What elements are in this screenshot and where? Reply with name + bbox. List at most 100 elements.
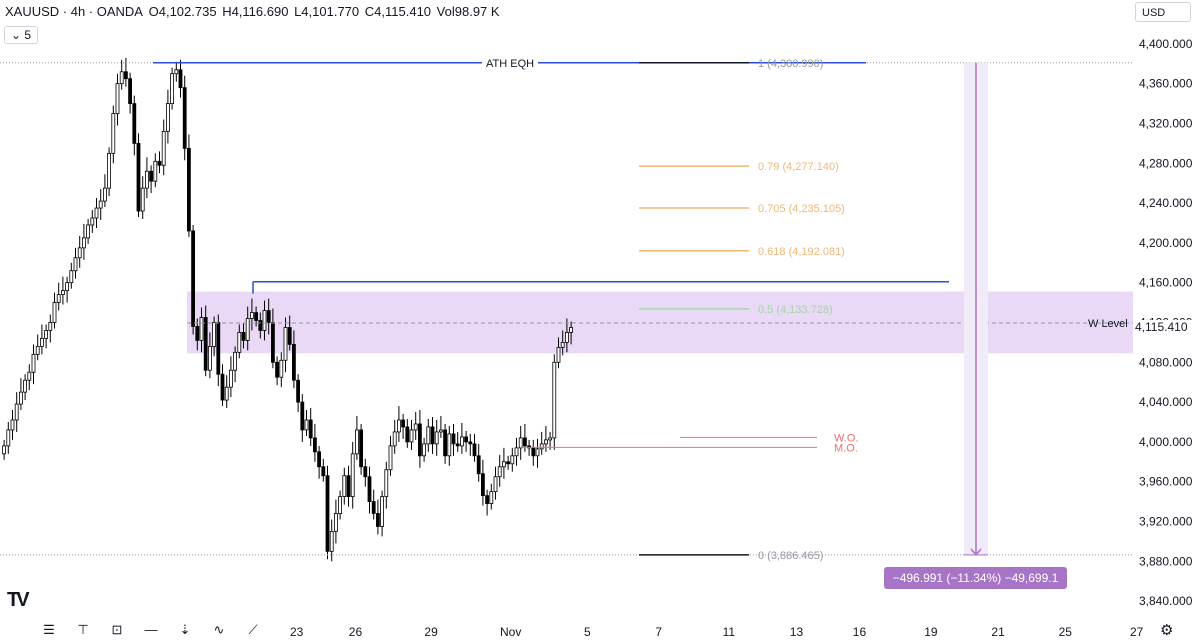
ath-eqh-label: ATH EQH [486,58,534,70]
candle-body [241,332,246,341]
candle-body [451,433,456,445]
candle-body [333,513,338,532]
indicator-toggle-button[interactable]: ⌄ 5 [4,26,39,44]
candle-body [560,341,565,348]
candle-body [363,466,368,478]
candle-body [182,87,187,149]
candle-body [203,317,208,371]
candle-body [40,338,44,347]
candle-body [476,455,481,475]
candle-body [94,207,99,219]
candle-body [178,69,183,89]
x-tick-label: 21 [991,625,1005,639]
candle-body [275,361,280,378]
candle-body [27,371,32,381]
candle-body [531,447,536,457]
drawing-toolbar: ☰ ⊤ ⊡ — ⇣ ∿ ⟋ [36,622,266,641]
candle-body [350,453,355,498]
w-level-label: W Level [1088,318,1128,330]
low-value: L4,101.770 [294,4,360,19]
candle-body [417,423,422,457]
candle-body [539,443,544,450]
arrow-tool-icon[interactable]: ⇣ [179,622,191,637]
y-tick-label: 4,040.000 [1139,395,1193,409]
candle-body [132,103,137,144]
candle-body [518,437,523,449]
line-tool-icon[interactable]: — [144,622,158,637]
candle-body [464,436,469,443]
fib-tool-icon[interactable]: ☰ [43,622,55,637]
candle-body [195,326,200,341]
chevron-down-icon: ⌄ [11,28,22,42]
path-tool-icon[interactable]: ∿ [213,622,225,637]
candle-body [325,475,330,552]
y-tick-label: 4,280.000 [1139,156,1193,170]
candle-body [245,318,250,341]
weekly-open-label: W.O. [834,432,858,444]
candle-body [258,320,263,331]
trend-tool-icon[interactable]: ⟋ [248,622,258,637]
candle-body [346,475,351,498]
candle-body [107,152,111,189]
candle-body [14,403,19,421]
candle-body [480,473,485,497]
candle-body [329,531,334,552]
y-tick-label: 4,240.000 [1139,196,1193,210]
candle-body [237,332,242,353]
candle-body [111,113,116,154]
candle-body [438,429,443,433]
symbol-title[interactable]: XAUUSD · 4h · OANDA [5,4,143,19]
candle-body [367,476,372,502]
candle-body [199,317,204,341]
candle-body [308,419,313,439]
candle-body [228,369,233,388]
y-tick-label: 3,960.000 [1139,475,1193,489]
y-tick-label: 4,080.000 [1139,355,1193,369]
currency-button[interactable]: USD [1135,2,1191,22]
ray-tool-icon[interactable]: ⊤ [77,622,89,637]
candle-body [405,426,410,443]
candle-body [18,391,23,405]
candle-body [485,495,490,504]
candle-body [165,103,170,132]
candle-body [254,312,259,321]
candle-body [153,160,158,182]
candle-body [82,237,86,249]
x-tick-label: 29 [424,625,438,639]
fib-level-label: 0.618 (4,192.081) [758,246,845,258]
candle-body [10,419,15,431]
candle-body [565,332,569,343]
candle-body [430,426,435,445]
ath-label-bg [482,55,538,70]
gear-icon[interactable]: ⚙ [1160,622,1174,639]
candle-body [140,187,145,212]
candle-body [115,83,120,114]
candle-body [489,491,494,504]
candle-body [65,282,69,292]
y-tick-label: 4,000.000 [1139,435,1193,449]
candle-body [544,439,548,445]
candle-body [317,451,322,468]
candle-body [44,330,48,339]
candle-body [413,423,418,431]
candle-body [212,322,217,347]
x-tick-label: 25 [1059,625,1073,639]
fib-level-label: 0.705 (4,235.105) [758,203,845,215]
x-tick-label: 19 [924,625,938,639]
candle-body [56,294,61,303]
candle-body [61,290,65,296]
candle-body [497,466,502,478]
chart-header: XAUUSD · 4h · OANDA O4,102.735 H4,116.69… [5,4,502,19]
candle-body [556,346,561,363]
candle-body [493,476,498,493]
candle-body [207,345,212,371]
candle-body [69,270,74,284]
y-tick-label: 4,360.000 [1139,77,1193,91]
candle-body [35,345,40,355]
rectangle-tool-icon[interactable]: ⊡ [111,622,123,637]
y-tick-label: 3,840.000 [1139,594,1193,608]
candle-body [128,78,133,104]
candle-body [31,353,36,373]
y-tick-label: 4,320.000 [1139,116,1193,130]
